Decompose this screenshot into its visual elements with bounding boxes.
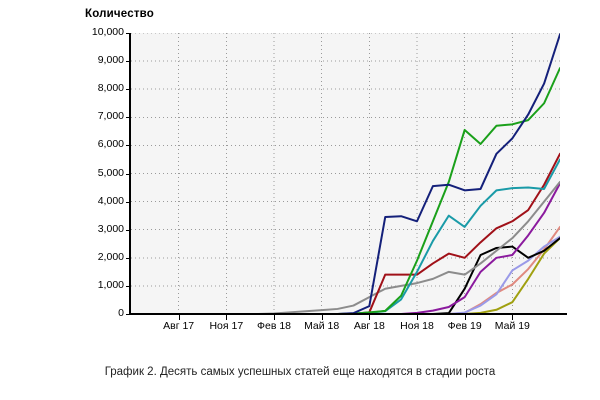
x-axis-tick-mark <box>417 315 418 320</box>
x-axis-tick-label: Авг 18 <box>353 320 385 332</box>
y-axis-tick-mark <box>126 314 131 315</box>
series-line <box>131 158 560 314</box>
x-axis-tick-label: Ноя 17 <box>209 320 244 332</box>
series-line <box>131 152 560 314</box>
series-line <box>131 33 560 314</box>
x-axis-tick-mark <box>179 315 180 320</box>
x-axis-tick-mark <box>274 315 275 320</box>
y-axis-tick-label: 3,000 <box>97 222 124 235</box>
x-axis-tick-label: Фев 19 <box>447 320 482 332</box>
y-axis-tick-mark <box>126 145 131 146</box>
x-axis-tick-label: Ноя 18 <box>400 320 434 332</box>
y-axis-title: Количество <box>85 8 155 20</box>
series-line <box>131 237 560 314</box>
y-axis-tick-mark <box>126 258 131 259</box>
x-axis-line <box>131 313 567 315</box>
plot-area <box>131 33 560 314</box>
y-axis-tick-label: 6,000 <box>97 138 124 151</box>
x-axis-tick-label: Авг 17 <box>163 320 195 332</box>
y-axis-tick-mark <box>126 33 131 34</box>
x-axis-tick-mark <box>226 315 227 320</box>
y-axis-tick-label: 10,000 <box>91 26 124 38</box>
y-axis-tick-mark <box>126 286 131 287</box>
y-axis-tick-mark <box>126 89 131 90</box>
chart-caption: График 2. Десять самых успешных статей е… <box>104 366 496 378</box>
x-axis-tick-label: Май 18 <box>304 320 340 332</box>
x-axis-tick-mark <box>512 315 513 320</box>
series-line <box>131 180 560 314</box>
y-axis-tick-mark <box>126 61 131 62</box>
series-line <box>131 225 560 314</box>
y-axis-tick-mark <box>126 174 131 175</box>
series-line <box>131 237 560 314</box>
x-axis-tick-mark <box>465 315 466 320</box>
y-axis-tick-mark <box>126 117 131 118</box>
y-axis-tick-mark <box>126 230 131 231</box>
y-axis-tick-label: 2,000 <box>97 250 124 263</box>
series-line <box>131 235 560 314</box>
y-axis-tick-label: 8,000 <box>97 82 124 95</box>
y-axis-tick-mark <box>126 202 131 203</box>
x-axis-tick-label: Май 19 <box>494 320 530 332</box>
y-axis-tick-label: 4,000 <box>97 194 124 207</box>
y-axis-tick-label: 0 <box>118 307 124 319</box>
y-axis-tick-label: 7,000 <box>97 110 124 123</box>
y-axis-tick-label: 1,000 <box>97 278 124 291</box>
x-axis-tick-mark <box>369 315 370 320</box>
x-axis-tick-label: Фев 18 <box>257 320 291 332</box>
x-axis-tick-mark <box>322 315 323 320</box>
y-axis-tick-label: 5,000 <box>97 166 124 179</box>
series-line <box>131 182 560 314</box>
plot-svg <box>131 33 560 314</box>
y-axis-tick-label: 9,000 <box>97 54 124 67</box>
